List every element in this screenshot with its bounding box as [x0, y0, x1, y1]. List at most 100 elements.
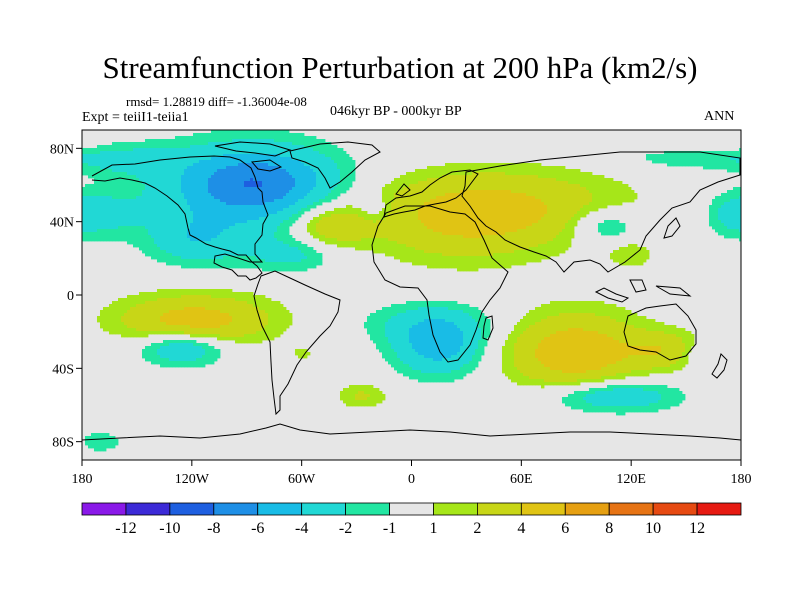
contour-cell	[133, 331, 137, 335]
contour-cell	[217, 205, 221, 209]
contour-cell	[130, 163, 134, 167]
contour-cell	[118, 331, 122, 335]
contour-cell	[109, 166, 113, 170]
contour-cell	[157, 301, 161, 305]
contour-cell	[304, 199, 308, 203]
contour-cell	[379, 214, 383, 218]
contour-cell	[310, 151, 314, 155]
contour-cell	[349, 214, 353, 218]
contour-cell	[292, 265, 296, 269]
contour-cell	[193, 355, 197, 359]
contour-cell	[325, 211, 329, 215]
contour-cell	[133, 244, 137, 248]
contour-cell	[109, 229, 113, 233]
contour-cell	[232, 298, 236, 302]
contour-cell	[301, 157, 305, 161]
contour-cell	[304, 187, 308, 191]
contour-cell	[262, 157, 266, 161]
contour-cell	[199, 322, 203, 326]
contour-cell	[202, 208, 206, 212]
contour-cell	[307, 199, 311, 203]
contour-cell	[148, 211, 152, 215]
contour-cell	[211, 319, 215, 323]
contour-cell	[373, 325, 377, 329]
contour-cell	[118, 316, 122, 320]
contour-cell	[208, 193, 212, 197]
contour-cell	[214, 334, 218, 338]
contour-cell	[166, 259, 170, 263]
contour-cell	[91, 208, 95, 212]
contour-cell	[100, 184, 104, 188]
contour-cell	[319, 181, 323, 185]
contour-cell	[235, 310, 239, 314]
contour-cell	[262, 262, 266, 266]
contour-cell	[271, 172, 275, 176]
contour-cell	[127, 205, 131, 209]
contour-cell	[313, 259, 317, 263]
contour-cell	[157, 166, 161, 170]
contour-cell	[205, 139, 209, 143]
contour-cell	[169, 304, 173, 308]
contour-cell	[382, 226, 386, 230]
contour-cell	[157, 358, 161, 362]
contour-cell	[115, 142, 119, 146]
contour-cell	[232, 154, 236, 158]
contour-cell	[322, 190, 326, 194]
contour-cell	[181, 343, 185, 347]
contour-cell	[178, 316, 182, 320]
contour-cell	[163, 166, 167, 170]
contour-cell	[301, 181, 305, 185]
contour-cell	[145, 184, 149, 188]
contour-cell	[91, 445, 95, 449]
contour-cell	[106, 322, 110, 326]
contour-cell	[136, 304, 140, 308]
contour-cell	[295, 145, 299, 149]
contour-cell	[157, 316, 161, 320]
contour-cell	[160, 142, 164, 146]
contour-cell	[199, 352, 203, 356]
contour-cell	[196, 175, 200, 179]
contour-cell	[298, 265, 302, 269]
contour-cell	[298, 175, 302, 179]
contour-cell	[313, 139, 317, 143]
contour-cell	[271, 304, 275, 308]
contour-cell	[190, 232, 194, 236]
contour-cell	[250, 157, 254, 161]
contour-cell	[142, 241, 146, 245]
contour-cell	[115, 319, 119, 323]
contour-cell	[196, 361, 200, 365]
contour-cell	[190, 172, 194, 176]
contour-cell	[91, 217, 95, 221]
contour-cell	[148, 253, 152, 257]
contour-cell	[253, 136, 257, 140]
contour-cell	[295, 136, 299, 140]
contour-cell	[358, 214, 362, 218]
contour-cell	[100, 157, 104, 161]
contour-cell	[241, 223, 245, 227]
contour-cell	[175, 235, 179, 239]
contour-cell	[166, 253, 170, 257]
contour-cell	[133, 301, 137, 305]
contour-cell	[280, 175, 284, 179]
contour-cell	[184, 187, 188, 191]
contour-cell	[277, 259, 281, 263]
contour-cell	[277, 160, 281, 164]
contour-cell	[103, 232, 107, 236]
contour-cell	[199, 361, 203, 365]
contour-cell	[166, 139, 170, 143]
contour-cell	[205, 361, 209, 365]
contour-cell	[241, 226, 245, 230]
contour-cell	[340, 190, 344, 194]
contour-cell	[220, 235, 224, 239]
contour-cell	[211, 295, 215, 299]
contour-cell	[157, 241, 161, 245]
contour-cell	[265, 208, 269, 212]
contour-cell	[286, 238, 290, 242]
contour-cell	[142, 304, 146, 308]
contour-cell	[250, 262, 254, 266]
contour-cell	[250, 304, 254, 308]
contour-cell	[235, 328, 239, 332]
contour-cell	[262, 205, 266, 209]
contour-cell	[88, 211, 92, 215]
contour-cell	[148, 190, 152, 194]
